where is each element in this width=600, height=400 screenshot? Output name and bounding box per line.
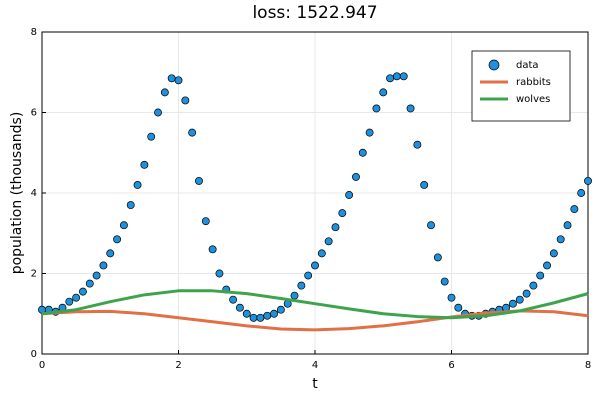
data-point (290, 291, 299, 300)
data-point (440, 277, 449, 286)
data-point (543, 261, 552, 270)
data-point (147, 132, 156, 141)
data-point (160, 88, 169, 97)
data-point (331, 223, 340, 232)
data-point (379, 88, 388, 97)
data-point (372, 104, 381, 113)
data-point (106, 249, 115, 258)
x-tick-label: 6 (448, 360, 454, 371)
x-tick-label: 2 (175, 360, 181, 371)
data-point (427, 221, 435, 230)
line-series (41, 289, 589, 320)
data-point (352, 172, 360, 181)
y-tick-label: 2 (31, 269, 37, 280)
data-point (529, 281, 538, 290)
data-point (119, 221, 128, 230)
data-point (311, 261, 319, 270)
data-point (508, 299, 517, 308)
y-tick-label: 6 (31, 108, 37, 119)
data-point (133, 180, 142, 189)
data-point (113, 235, 122, 244)
legend: data rabbits wolves (471, 50, 571, 122)
data-point (406, 104, 415, 113)
data-point (317, 249, 326, 258)
data-point (577, 189, 586, 197)
y-tick-label: 0 (31, 349, 37, 360)
data-point (386, 74, 395, 83)
data-point (256, 313, 265, 322)
data-point (167, 74, 176, 83)
legend-label: wolves (516, 94, 550, 105)
legend-box (471, 50, 571, 122)
data-point (235, 303, 244, 312)
data-point (304, 271, 313, 280)
legend-label: rabbits (516, 77, 551, 88)
data-point (78, 287, 87, 296)
data-point (420, 180, 429, 189)
data-point (65, 297, 74, 306)
data-point (242, 309, 251, 318)
y-tick-label: 4 (31, 188, 37, 199)
data-point (338, 209, 347, 218)
data-point (181, 96, 190, 105)
y-axis-label: population (thousands) (9, 112, 25, 275)
data-point (249, 313, 258, 322)
data-point (215, 269, 224, 278)
data-point (584, 176, 592, 185)
data-point (297, 281, 306, 290)
data-point (549, 249, 558, 258)
data-point (447, 293, 456, 302)
data-point (229, 295, 238, 304)
data-point (324, 237, 333, 246)
data-point (454, 303, 463, 312)
data-point (263, 311, 272, 320)
data-point (140, 160, 149, 169)
data-point (392, 72, 401, 81)
data-point (563, 221, 572, 230)
data-point (276, 305, 285, 314)
data-point (536, 271, 545, 280)
data-point (195, 176, 203, 185)
line-series (41, 309, 589, 332)
data-point (522, 289, 531, 298)
data-point (72, 293, 81, 302)
data-point (515, 295, 524, 304)
chart-title: loss: 1522.947 (252, 3, 377, 23)
data-point (399, 72, 408, 81)
data-point (413, 140, 422, 149)
data-point (201, 217, 210, 226)
x-axis-label: t (312, 376, 318, 392)
data-point (556, 235, 565, 244)
x-tick-label: 4 (312, 360, 318, 371)
data-point (270, 309, 278, 318)
plot-frame (41, 31, 589, 355)
y-tick-label: 8 (31, 27, 37, 38)
data-point (85, 279, 94, 288)
data-point (174, 76, 183, 85)
data-point (188, 128, 197, 137)
data-point (570, 205, 579, 214)
data-point (99, 261, 108, 270)
data-point (365, 128, 374, 137)
data-point (433, 253, 442, 262)
data-point (358, 148, 367, 157)
legend-marker (488, 59, 500, 71)
data-point (126, 201, 135, 210)
data-point (345, 191, 354, 199)
data-point (92, 271, 101, 280)
data-point (208, 245, 217, 254)
x-tick-label: 0 (39, 360, 45, 371)
x-tick-label: 8 (585, 360, 591, 371)
legend-label: data (516, 60, 539, 71)
data-point (154, 108, 162, 117)
